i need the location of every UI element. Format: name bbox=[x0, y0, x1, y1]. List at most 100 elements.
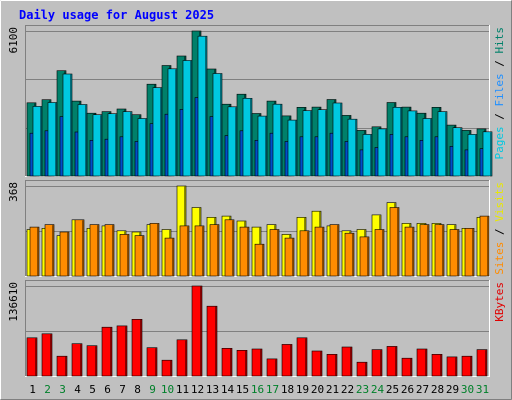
bar-shade-kbytes-27 bbox=[425, 349, 427, 376]
bar-shade-pages-12 bbox=[205, 36, 207, 176]
panel-middle-max-label: 368 bbox=[7, 182, 20, 202]
bar-shade-sites-11 bbox=[187, 226, 189, 276]
bar-shade-pages-26 bbox=[415, 111, 417, 176]
x-tick-label-13: 13 bbox=[206, 383, 219, 396]
bar-shade-sites-26 bbox=[412, 227, 414, 276]
bar-shade-pages-27 bbox=[430, 119, 432, 176]
panel-top-max-label: 6100 bbox=[7, 27, 20, 54]
bar-shade-kbytes-7 bbox=[125, 326, 127, 376]
panel-middle-legend: Sites / Visits bbox=[493, 182, 506, 275]
bar-sites-15 bbox=[239, 226, 250, 277]
bar-shade-pages-23 bbox=[370, 134, 372, 176]
x-tick-label-7: 7 bbox=[119, 383, 126, 396]
legend-entry: KBytes bbox=[493, 282, 506, 322]
panel-bottom-max-label: 136610 bbox=[7, 282, 20, 322]
bar-kbytes-18 bbox=[281, 344, 293, 377]
x-tick-label-12: 12 bbox=[191, 383, 204, 396]
x-tick-label-4: 4 bbox=[74, 383, 81, 396]
bar-sites-23 bbox=[359, 236, 370, 277]
x-tick-label-17: 17 bbox=[266, 383, 279, 396]
x-tick-label-11: 11 bbox=[176, 383, 189, 396]
x-tick-label-18: 18 bbox=[281, 383, 294, 396]
panel-middle: 368 Sites / Visits bbox=[7, 180, 506, 277]
bar-shade-pages-31 bbox=[490, 132, 492, 176]
legend-entry: Visits bbox=[493, 182, 506, 222]
bar-shade-kbytes-13 bbox=[215, 306, 217, 376]
bar-shade-pages-2 bbox=[55, 103, 57, 176]
bar-shade-pages-16 bbox=[265, 116, 267, 176]
bar-shade-pages-3 bbox=[70, 74, 72, 176]
bar-shade-kbytes-30 bbox=[470, 356, 472, 376]
bar-kbytes-15 bbox=[236, 349, 248, 377]
bar-kbytes-20 bbox=[311, 350, 323, 377]
bar-sites-30 bbox=[464, 228, 475, 277]
bar-kbytes-25 bbox=[386, 346, 398, 377]
bar-shade-pages-28 bbox=[445, 112, 447, 176]
bar-shade-sites-12 bbox=[202, 226, 204, 276]
bar-shade-sites-13 bbox=[217, 225, 219, 276]
bar-shade-kbytes-5 bbox=[95, 346, 97, 376]
bar-shade-pages-19 bbox=[310, 111, 312, 176]
bar-kbytes-31 bbox=[476, 349, 488, 377]
bar-sites-5 bbox=[89, 224, 100, 277]
bar-kbytes-28 bbox=[431, 353, 443, 377]
x-tick-label-27: 27 bbox=[416, 383, 429, 396]
legend-entry: / bbox=[493, 107, 506, 127]
bar-shade-sites-14 bbox=[232, 220, 234, 276]
bar-shade-kbytes-11 bbox=[185, 340, 187, 376]
x-tick-label-15: 15 bbox=[236, 383, 249, 396]
bar-shade-kbytes-18 bbox=[290, 344, 292, 376]
bar-shade-kbytes-29 bbox=[455, 357, 457, 376]
bar-shade-kbytes-23 bbox=[365, 362, 367, 376]
bar-sites-28 bbox=[434, 224, 445, 277]
bar-sites-21 bbox=[329, 224, 340, 277]
panel-top: 6100 Pages / Files / Hits bbox=[7, 25, 506, 177]
bar-kbytes-7 bbox=[116, 325, 128, 377]
bar-shade-sites-22 bbox=[352, 233, 354, 276]
x-tick-label-22: 22 bbox=[341, 383, 354, 396]
bar-sites-26 bbox=[404, 226, 415, 277]
bar-sites-29 bbox=[449, 229, 460, 277]
legend-entry: Hits bbox=[493, 27, 506, 54]
bar-shade-sites-19 bbox=[307, 231, 309, 276]
bar-shade-kbytes-3 bbox=[65, 356, 67, 376]
bar-sites-10 bbox=[164, 237, 175, 277]
bar-shade-kbytes-16 bbox=[260, 349, 262, 376]
bar-shade-kbytes-15 bbox=[245, 350, 247, 376]
bar-sites-25 bbox=[389, 207, 400, 277]
x-tick-label-10: 10 bbox=[161, 383, 174, 396]
bar-shade-kbytes-21 bbox=[335, 354, 337, 376]
x-tick-label-26: 26 bbox=[401, 383, 414, 396]
bar-shade-sites-25 bbox=[397, 208, 399, 276]
bar-kbytes-29 bbox=[446, 356, 458, 377]
bar-kbytes-6 bbox=[101, 326, 113, 377]
bar-shade-sites-30 bbox=[472, 228, 474, 276]
bar-kbytes-19 bbox=[296, 337, 308, 377]
bar-shade-sites-21 bbox=[337, 225, 339, 276]
bar-sites-31 bbox=[479, 215, 490, 277]
bar-shade-pages-17 bbox=[280, 104, 282, 176]
bar-kbytes-21 bbox=[326, 353, 338, 377]
x-axis-labels: 1 2 3 4 5 6 7 8 9 10 11 12 13 14 15 16 17 18 19 20 21 22 23 24 2… bbox=[29, 383, 489, 396]
bar-shade-pages-9 bbox=[160, 88, 162, 176]
bar-shade-kbytes-26 bbox=[410, 358, 412, 376]
bar-shade-sites-31 bbox=[487, 216, 489, 276]
bar-shade-pages-22 bbox=[355, 119, 357, 176]
x-tick-label-9: 9 bbox=[149, 383, 156, 396]
bar-shade-sites-24 bbox=[382, 230, 384, 276]
bar-sites-19 bbox=[299, 230, 310, 277]
x-tick-label-3: 3 bbox=[59, 383, 66, 396]
bar-shade-sites-18 bbox=[292, 238, 294, 276]
bar-kbytes-10 bbox=[161, 359, 173, 377]
bar-shade-pages-6 bbox=[115, 114, 117, 176]
chart-title: Daily usage for August 2025 bbox=[19, 8, 214, 22]
bar-sites-17 bbox=[269, 229, 280, 277]
legend-entry: Sites bbox=[493, 242, 506, 275]
bar-kbytes-8 bbox=[131, 318, 143, 377]
bar-kbytes-13 bbox=[206, 305, 218, 377]
bar-shade-kbytes-20 bbox=[320, 351, 322, 376]
bar-shade-sites-1 bbox=[37, 227, 39, 276]
bar-shade-pages-11 bbox=[190, 61, 192, 176]
bar-kbytes-9 bbox=[146, 347, 158, 377]
